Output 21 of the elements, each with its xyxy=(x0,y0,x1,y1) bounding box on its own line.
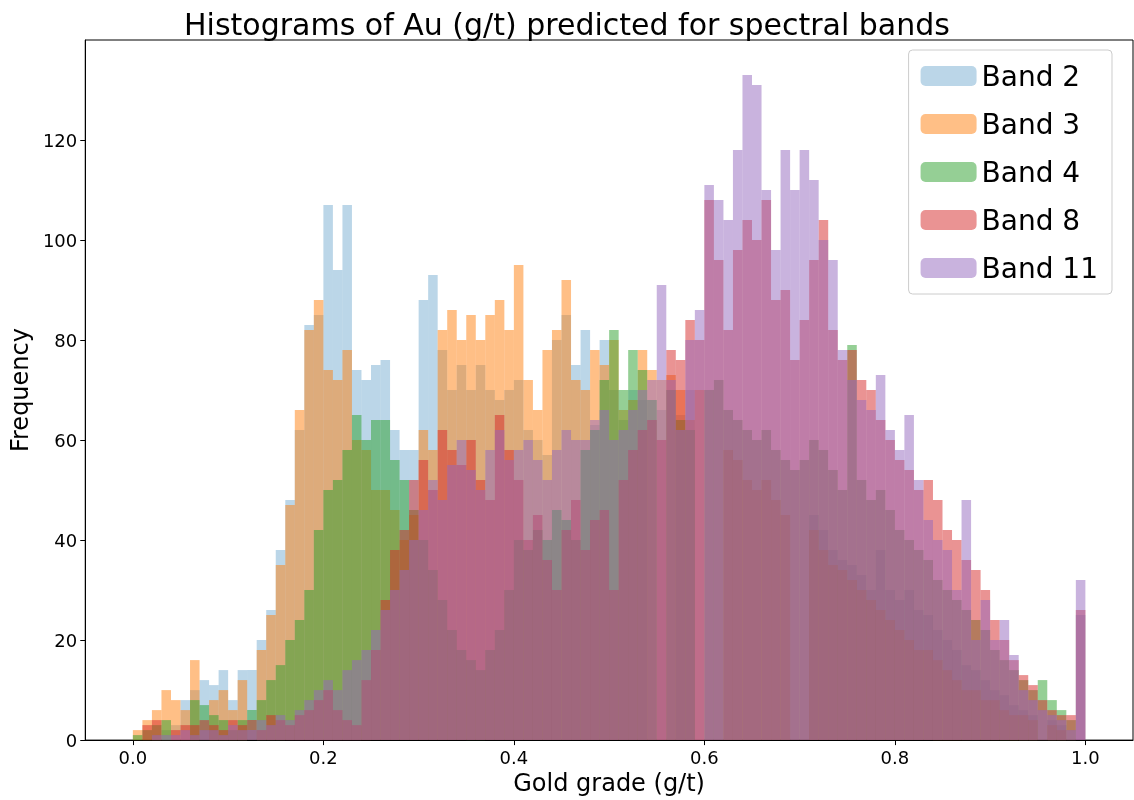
y-tick-label: 60 xyxy=(54,429,78,451)
x-axis-title: Gold grade (g/t) xyxy=(513,769,705,797)
legend-label: Band 2 xyxy=(981,59,1081,93)
y-tick-label: 0 xyxy=(65,729,78,751)
x-tick-label: 0.2 xyxy=(309,746,338,768)
y-tick-label: 100 xyxy=(42,229,78,251)
x-tick-label: 0.0 xyxy=(118,746,148,768)
x-tick-label: 0.8 xyxy=(880,746,910,768)
legend-label: Band 11 xyxy=(981,251,1099,285)
y-tick-label: 40 xyxy=(54,529,78,551)
chart-title: Histograms of Au (g/t) predicted for spectral bands xyxy=(184,6,950,42)
x-tick-label: 1.0 xyxy=(1071,746,1100,768)
y-tick-label: 120 xyxy=(42,129,78,151)
legend-label: Band 3 xyxy=(981,107,1081,141)
y-tick-label: 80 xyxy=(54,329,78,351)
legend-label: Band 8 xyxy=(981,203,1081,237)
y-tick-label: 20 xyxy=(54,629,78,651)
y-axis-title: Frequency xyxy=(6,328,34,453)
x-tick-label: 0.4 xyxy=(499,746,529,768)
x-tick-label: 0.6 xyxy=(690,746,719,768)
legend-label: Band 4 xyxy=(981,155,1081,189)
